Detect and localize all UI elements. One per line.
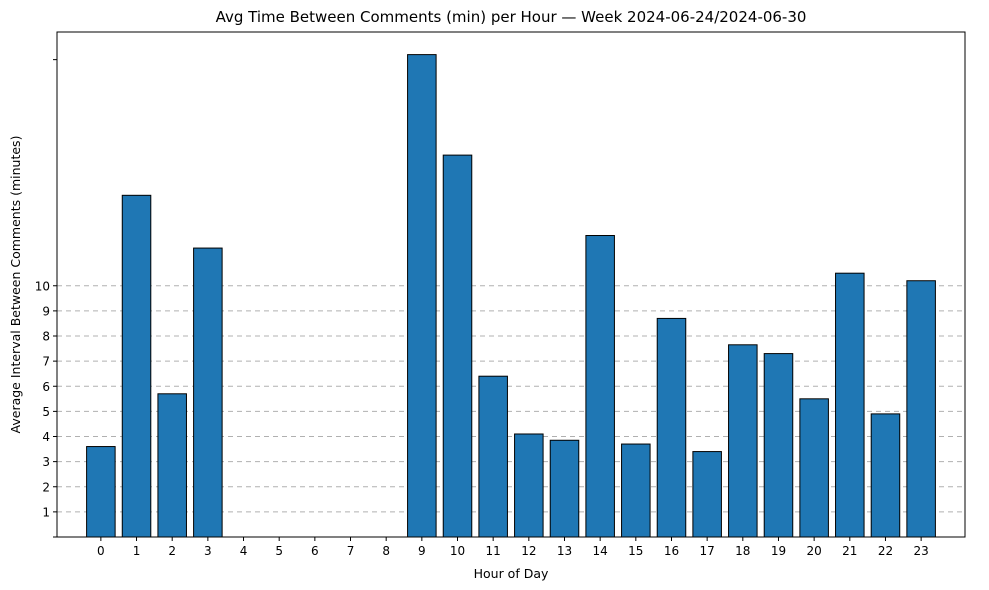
x-axis-label: Hour of Day xyxy=(474,566,549,581)
bar-hour-11 xyxy=(478,375,508,538)
y-axis-label: Average Interval Between Comments (minut… xyxy=(8,136,23,434)
bars xyxy=(86,54,936,538)
x-tick-label: 10 xyxy=(450,544,465,558)
bar-hour-12 xyxy=(514,433,544,538)
x-tick-label: 20 xyxy=(807,544,822,558)
x-tick-label: 17 xyxy=(700,544,715,558)
bar-hour-18 xyxy=(728,344,758,538)
bar-hour-3 xyxy=(193,247,223,538)
x-tick-label: 19 xyxy=(771,544,786,558)
bar-hour-21 xyxy=(835,272,865,538)
bar-hour-22 xyxy=(870,413,901,538)
bar-hour-17 xyxy=(692,451,722,538)
bar-hour-23 xyxy=(906,280,936,538)
y-tick-label: 3 xyxy=(42,455,50,469)
x-tick-label: 7 xyxy=(347,544,355,558)
x-tick-label: 14 xyxy=(593,544,608,558)
x-tick-label: 23 xyxy=(913,544,928,558)
y-tick-label: 8 xyxy=(42,330,50,344)
y-tick-label: 2 xyxy=(42,480,50,494)
y-axis-ticks: 1 2 3 4 5 6 7 8 9 10 xyxy=(35,59,57,538)
bar-hour-10 xyxy=(442,154,473,538)
bar-hour-2 xyxy=(157,393,187,538)
x-tick-label: 8 xyxy=(382,544,390,558)
y-tick-label: 1 xyxy=(42,505,50,519)
x-tick-label: 4 xyxy=(240,544,248,558)
x-tick-label: 22 xyxy=(878,544,893,558)
bar-hour-1 xyxy=(121,194,152,538)
x-tick-label: 1 xyxy=(133,544,141,558)
y-tick-label: 9 xyxy=(42,304,50,318)
x-tick-label: 13 xyxy=(557,544,572,558)
x-tick-label: 16 xyxy=(664,544,679,558)
x-axis-ticks: 0 1 2 3 4 5 6 7 8 9 10 11 12 13 14 15 16 17 18 19 20 21 22 23 xyxy=(97,537,929,558)
x-tick-label: 15 xyxy=(628,544,643,558)
x-tick-label: 2 xyxy=(168,544,176,558)
bar-hour-0 xyxy=(86,446,116,538)
bar-hour-16 xyxy=(656,317,687,538)
plot-frame xyxy=(56,31,966,538)
x-tick-label: 6 xyxy=(311,544,319,558)
bar-hour-14 xyxy=(585,235,615,538)
y-tick-label: 6 xyxy=(42,380,50,394)
x-tick-label: 9 xyxy=(418,544,426,558)
y-tick-label: 7 xyxy=(42,355,50,369)
y-tick-label: 4 xyxy=(42,430,50,444)
bar-hour-20 xyxy=(799,398,829,538)
chart-title: Avg Time Between Comments (min) per Hour… xyxy=(216,8,807,26)
x-tick-label: 3 xyxy=(204,544,212,558)
bar-hour-9 xyxy=(407,54,437,538)
x-tick-label: 12 xyxy=(521,544,536,558)
bar-hour-15 xyxy=(621,443,651,538)
x-tick-label: 5 xyxy=(275,544,283,558)
x-tick-label: 0 xyxy=(97,544,105,558)
x-tick-label: 18 xyxy=(735,544,750,558)
bar-hour-13 xyxy=(549,439,580,538)
x-tick-label: 11 xyxy=(486,544,501,558)
x-tick-label: 21 xyxy=(842,544,857,558)
y-tick-label: 5 xyxy=(42,405,50,419)
y-tick-label: 10 xyxy=(35,279,50,293)
bar-hour-19 xyxy=(763,353,794,538)
